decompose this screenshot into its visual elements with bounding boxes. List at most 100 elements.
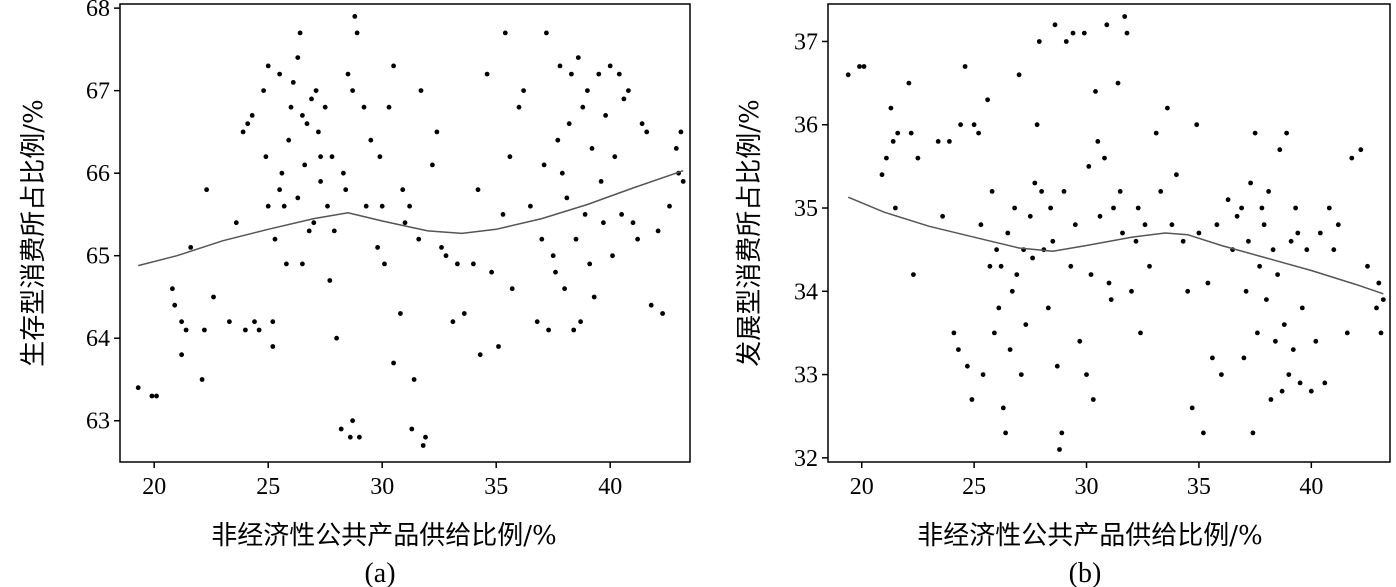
y-tick-label-a-65: 65 [86, 244, 110, 270]
data-point-a-61 [352, 14, 358, 19]
data-point-a-7 [179, 352, 185, 358]
panel-a: 20 25 30 35 40 63 64 65 66 67 68 非经济性公共产品供给比例/% 生… [19, 0, 691, 587]
data-point-b-0 [845, 72, 851, 78]
data-point-a-111 [550, 253, 556, 259]
data-point-a-105 [528, 203, 533, 209]
data-point-a-0 [135, 385, 141, 391]
data-point-a-88 [439, 245, 444, 250]
data-point-b-124 [1279, 388, 1285, 394]
x-tick-label-a-30: 30 [370, 474, 394, 500]
data-point-a-48 [318, 154, 323, 160]
data-point-b-100 [1210, 355, 1215, 361]
data-point-a-4 [172, 302, 178, 308]
data-point-b-149 [1380, 297, 1386, 302]
data-point-a-137 [616, 71, 622, 77]
data-point-b-61 [1070, 30, 1076, 36]
y-tick-label-a-67: 67 [86, 79, 110, 105]
data-point-b-79 [1120, 230, 1125, 236]
data-point-a-27 [270, 344, 276, 349]
data-point-b-31 [996, 305, 1002, 311]
y-tick-label-b-33: 33 [794, 363, 818, 389]
panel-label-b: (b) [1069, 558, 1102, 587]
plot-frame-a [119, 3, 691, 463]
data-point-a-36 [295, 55, 301, 60]
data-point-b-125 [1281, 322, 1287, 327]
data-point-a-58 [343, 187, 349, 193]
data-point-a-16 [240, 129, 246, 135]
data-point-b-141 [1335, 222, 1341, 228]
data-points-a [135, 14, 686, 448]
data-point-a-8 [188, 245, 194, 250]
data-point-a-25 [270, 319, 276, 325]
data-point-a-99 [500, 212, 506, 217]
y-tick-label-a-68: 68 [86, 0, 110, 22]
data-point-b-49 [1039, 189, 1044, 194]
data-point-b-119 [1268, 397, 1274, 402]
data-point-b-17 [956, 347, 961, 352]
x-axis-title-b: 非经济性公共产品供给比例/% [917, 521, 1262, 551]
y-axis-ticks-b: 32 33 34 35 36 37 [794, 29, 828, 472]
data-point-b-128 [1288, 238, 1294, 244]
data-point-b-86 [1142, 222, 1148, 228]
data-point-a-78 [402, 220, 408, 226]
data-point-b-55 [1054, 363, 1060, 369]
data-point-b-98 [1201, 430, 1206, 436]
data-point-a-18 [249, 113, 255, 118]
data-point-a-14 [233, 220, 239, 226]
data-point-a-41 [300, 261, 305, 267]
data-point-b-142 [1344, 330, 1350, 336]
data-point-a-66 [361, 104, 367, 110]
data-point-b-13 [935, 139, 941, 144]
data-point-a-28 [277, 187, 282, 193]
data-point-a-115 [559, 170, 565, 176]
data-point-a-132 [601, 220, 606, 226]
y-tick-label-b-32: 32 [794, 446, 818, 472]
data-point-a-17 [245, 121, 251, 127]
data-point-a-55 [334, 335, 339, 341]
data-point-a-62 [354, 30, 360, 36]
data-point-b-90 [1165, 105, 1170, 111]
data-point-b-57 [1059, 430, 1065, 436]
data-point-b-60 [1068, 263, 1074, 269]
data-point-b-18 [958, 122, 963, 128]
trend-line-a [138, 169, 684, 267]
data-point-a-5 [179, 319, 185, 325]
data-point-b-59 [1063, 39, 1069, 44]
data-point-a-148 [667, 203, 672, 209]
data-point-a-49 [318, 179, 323, 184]
data-point-a-93 [471, 261, 476, 267]
data-point-a-33 [286, 137, 292, 143]
data-point-a-119 [569, 71, 574, 77]
data-point-a-11 [199, 377, 205, 382]
data-point-a-12 [211, 294, 216, 300]
data-point-a-40 [302, 162, 308, 168]
data-point-b-116 [1261, 222, 1267, 228]
data-point-a-47 [316, 129, 321, 135]
data-point-a-34 [288, 104, 294, 110]
y-tick-label-a-66: 66 [86, 161, 110, 187]
data-point-a-22 [263, 154, 269, 160]
plot-frame-b [827, 3, 1391, 463]
data-point-b-44 [1027, 213, 1033, 219]
data-point-b-3 [879, 172, 885, 178]
data-point-b-28 [989, 189, 995, 194]
data-point-b-139 [1326, 205, 1332, 211]
data-point-b-127 [1286, 372, 1292, 377]
data-point-b-7 [895, 130, 901, 136]
data-point-b-8 [906, 80, 912, 86]
data-point-a-124 [580, 104, 586, 110]
data-point-b-58 [1061, 189, 1067, 194]
data-point-a-70 [377, 154, 383, 160]
data-point-a-30 [277, 71, 282, 77]
x-axis-title-a: 非经济性公共产品供给比例/% [211, 521, 556, 551]
data-point-b-5 [888, 105, 894, 111]
data-point-a-125 [582, 212, 588, 217]
data-point-b-92 [1174, 172, 1179, 178]
data-point-a-147 [660, 311, 665, 316]
data-point-b-21 [969, 397, 975, 402]
data-point-a-44 [309, 96, 314, 102]
data-point-b-4 [884, 155, 889, 161]
data-point-a-104 [521, 88, 526, 93]
data-point-b-110 [1248, 180, 1253, 186]
data-point-a-3 [170, 286, 175, 292]
